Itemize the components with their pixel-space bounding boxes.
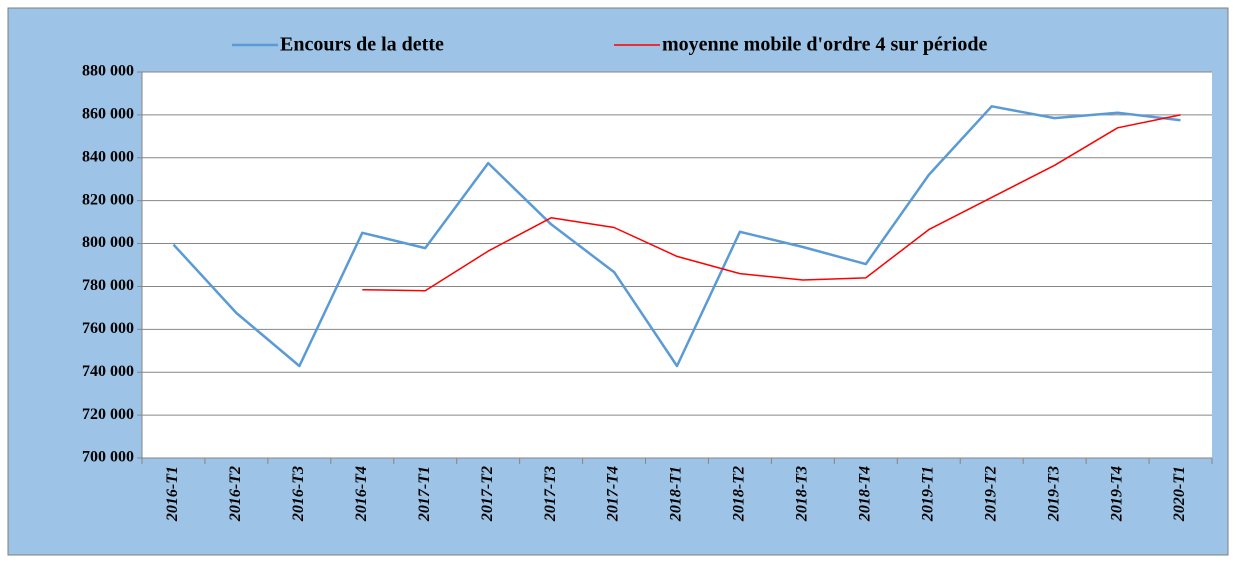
- legend-label: moyenne mobile d'ordre 4 sur période: [662, 34, 987, 56]
- x-tick-label: 2019-T3: [1045, 466, 1062, 522]
- x-tick-label: 2016-T4: [353, 466, 370, 522]
- x-tick-label: 2018-T1: [668, 466, 685, 522]
- x-tick-label: 2018-T2: [731, 466, 748, 522]
- legend-label: Encours de la dette: [280, 34, 444, 56]
- series-line: [362, 114, 1181, 292]
- x-tick-label: 2019-T1: [919, 466, 936, 522]
- x-tick-label: 2018-T4: [856, 466, 873, 522]
- y-tick-label: 700 000: [82, 449, 134, 466]
- y-tick-label: 740 000: [82, 363, 134, 380]
- y-tick-label: 880 000: [82, 63, 134, 80]
- y-tick-label: 760 000: [82, 320, 134, 337]
- x-tick-label: 2016-T3: [290, 466, 307, 522]
- series-line: [172, 105, 1181, 368]
- x-tick-label: 2016-T2: [227, 466, 244, 522]
- x-tick-label: 2017-T2: [479, 466, 496, 522]
- plot-area: [142, 72, 1212, 458]
- y-tick-label: 820 000: [82, 191, 134, 208]
- y-tick-label: 720 000: [82, 406, 134, 423]
- y-tick-label: 840 000: [82, 148, 134, 165]
- y-tick-label: 800 000: [82, 234, 134, 251]
- y-tick-label: 780 000: [82, 277, 134, 294]
- x-tick-label: 2019-T2: [982, 466, 999, 522]
- x-tick-label: 2018-T3: [794, 466, 811, 522]
- x-tick-label: 2017-T3: [542, 466, 559, 522]
- x-tick-label: 2016-T1: [164, 466, 181, 522]
- x-tick-label: 2020-T1: [1171, 466, 1188, 522]
- x-tick-label: 2017-T4: [605, 466, 622, 522]
- x-tick-label: 2019-T4: [1108, 466, 1125, 522]
- x-tick-label: 2017-T1: [416, 466, 433, 522]
- y-tick-label: 860 000: [82, 106, 134, 123]
